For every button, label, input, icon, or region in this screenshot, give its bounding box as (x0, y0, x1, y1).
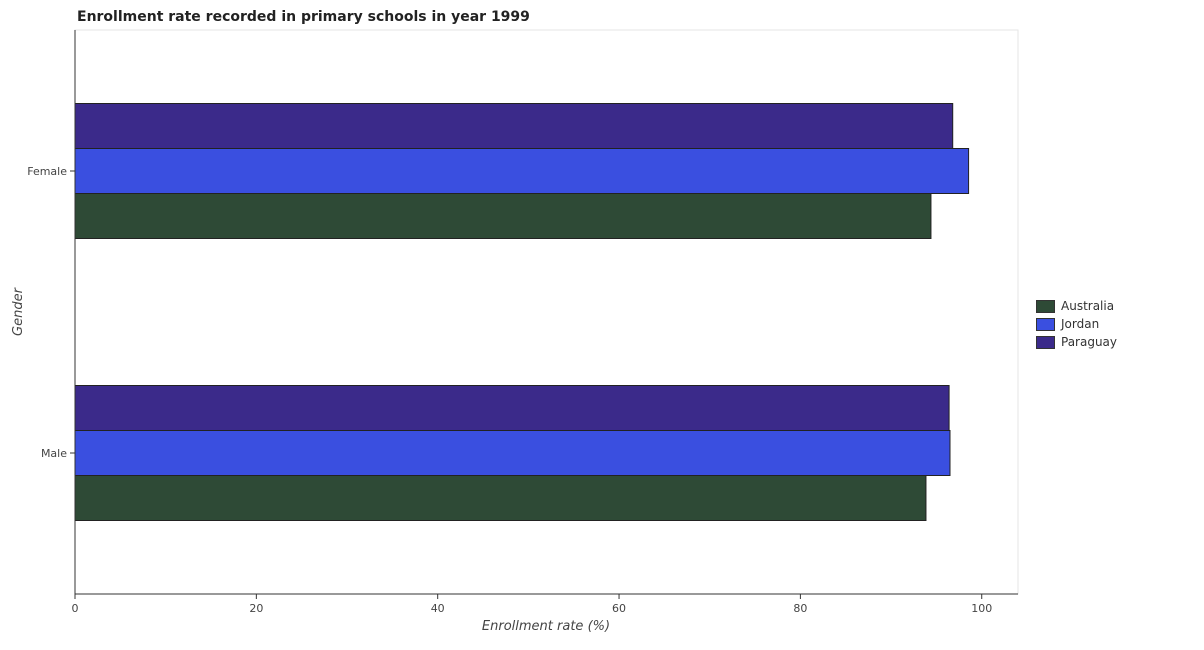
bar-male-jordan (74, 430, 951, 476)
y-axis-label: Gender (11, 286, 26, 336)
legend-item-australia: Australia (1036, 297, 1117, 315)
x-tick-label: 0 (72, 602, 79, 615)
bar-female-jordan (74, 148, 970, 194)
legend-label: Australia (1061, 299, 1115, 313)
x-tick-label: 40 (431, 602, 445, 615)
y-tick-label: Female (27, 165, 67, 178)
bar-female-australia (74, 193, 932, 239)
legend-item-jordan: Jordan (1036, 315, 1117, 333)
x-tick-label: 20 (249, 602, 263, 615)
chart-title: Enrollment rate recorded in primary scho… (77, 9, 530, 25)
y-tick-label: Male (41, 447, 67, 460)
x-tick-label: 100 (971, 602, 992, 615)
bar-male-australia (74, 475, 927, 521)
legend-item-paraguay: Paraguay (1036, 333, 1117, 351)
legend: Australia Jordan Paraguay (1036, 297, 1117, 351)
x-tick-label: 80 (793, 602, 807, 615)
legend-swatch (1036, 317, 1055, 331)
x-tick-label: 60 (612, 602, 626, 615)
x-axis-label: Enrollment rate (%) (482, 619, 610, 634)
legend-swatch (1036, 299, 1055, 313)
legend-swatch (1036, 335, 1055, 349)
bar-male-paraguay (74, 385, 950, 431)
bar-female-paraguay (74, 103, 954, 149)
legend-label: Paraguay (1061, 335, 1118, 349)
legend-label: Jordan (1061, 317, 1100, 331)
